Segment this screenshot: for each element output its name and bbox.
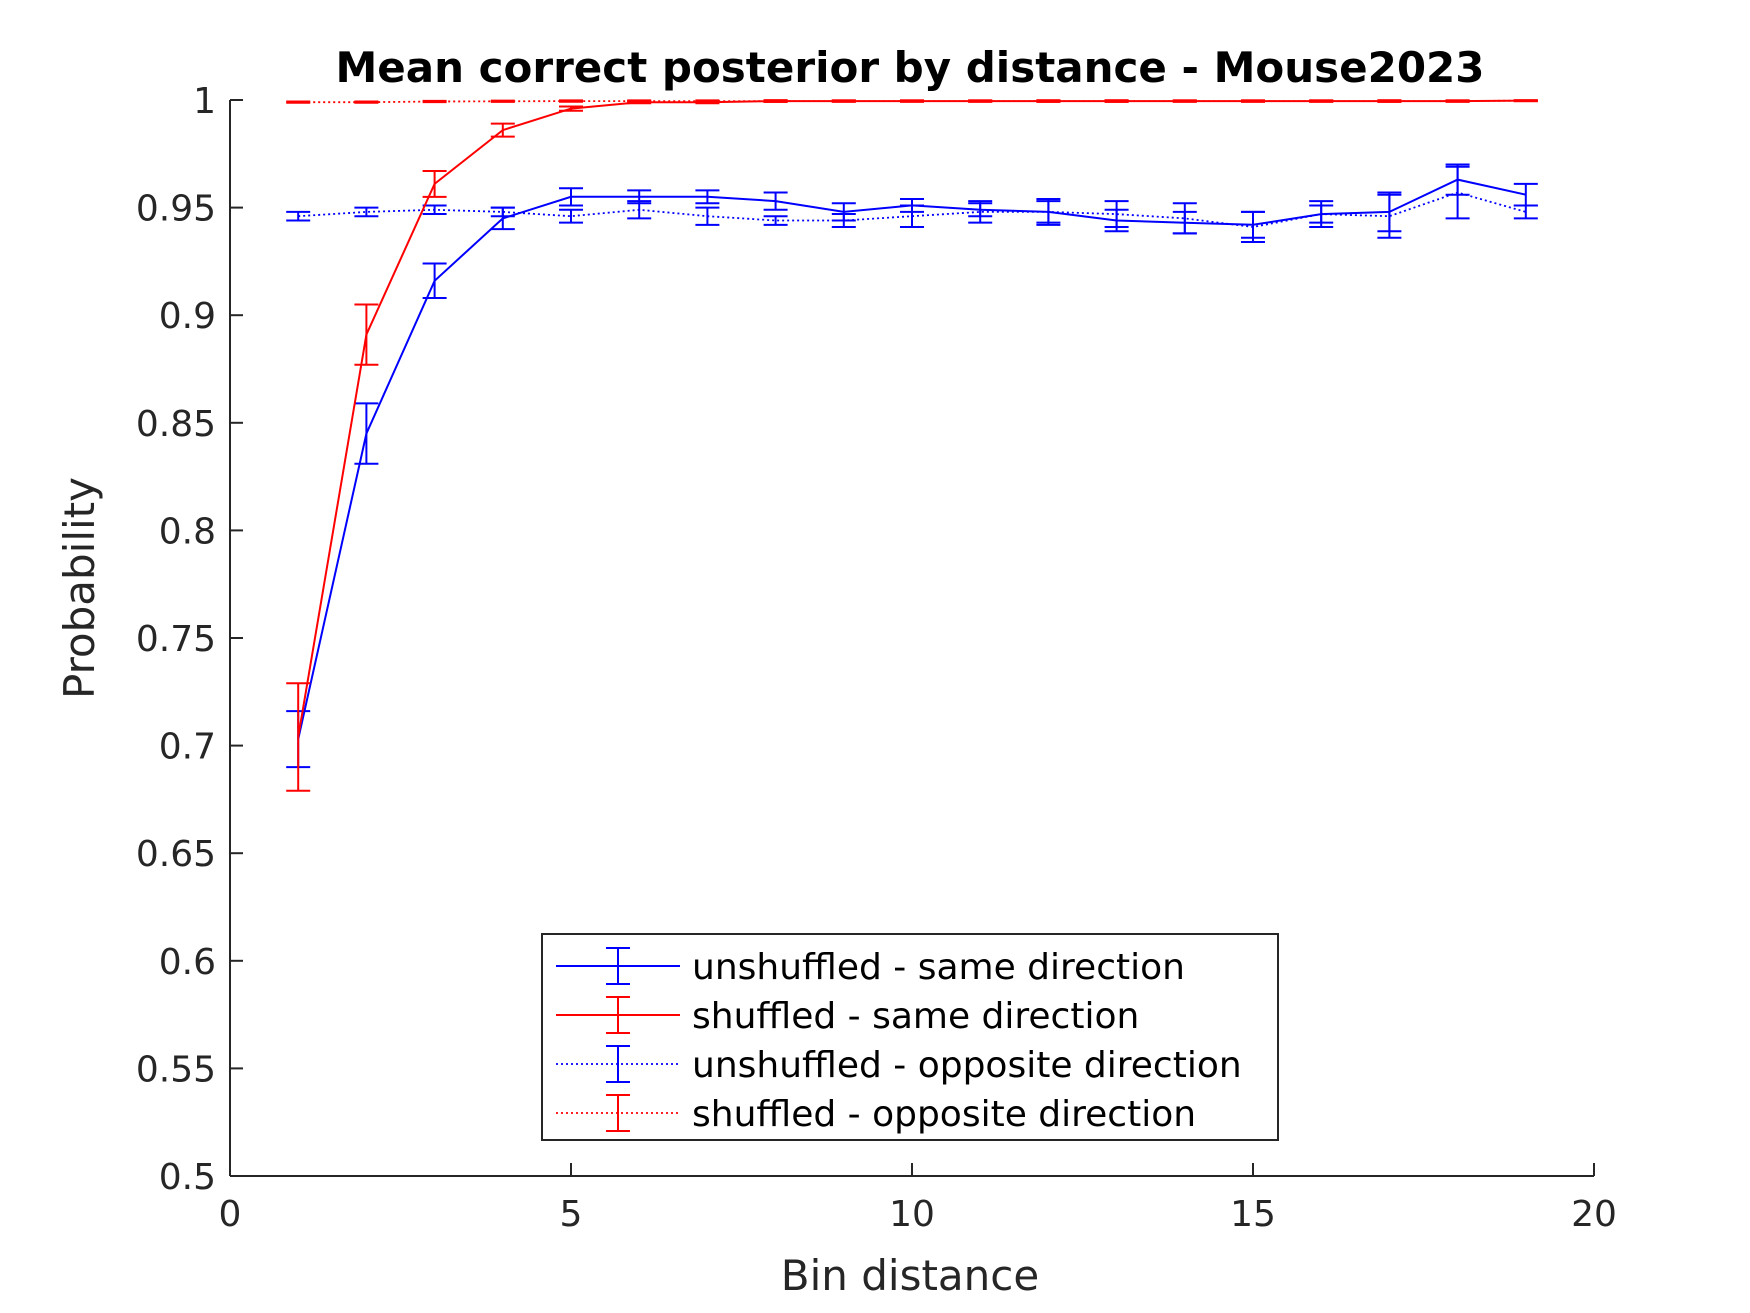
y-tick-label: 0.65: [136, 834, 216, 875]
error-bar: [1241, 210, 1265, 239]
error-bar: [1036, 99, 1061, 103]
x-tick-label: 10: [889, 1194, 935, 1235]
y-tick-label: 0.75: [136, 619, 216, 660]
error-bar: [559, 105, 583, 112]
error-bar: [627, 189, 652, 205]
y-tick-label: 0.9: [159, 296, 216, 337]
error-bar: [559, 187, 583, 207]
y-tick-label: 0.7: [159, 727, 216, 768]
error-bar: [900, 197, 924, 213]
error-bar: [1036, 197, 1061, 226]
legend-box: [541, 933, 1279, 1141]
error-bar: [1309, 204, 1334, 224]
error-bar: [1513, 99, 1538, 103]
error-bar: [422, 204, 447, 216]
error-bar: [1104, 208, 1129, 233]
error-bar: [695, 100, 720, 105]
error-bar: [968, 99, 993, 103]
legend-label: shuffled - same direction: [692, 996, 1139, 1037]
error-bar: [831, 202, 856, 222]
axes-layer: 0 5 10 15 20 0.5 0.55 0.6 0.65 0.7 0.75 0.8 0.85 0.9 0…: [136, 81, 1617, 1235]
y-tick-label: 0.6: [159, 942, 216, 983]
legend-label: unshuffled - opposite direction: [692, 1045, 1242, 1086]
x-tick-label: 0: [219, 1194, 242, 1235]
error-bar: [490, 206, 515, 231]
error-bar: [695, 189, 720, 205]
y-tick-label: 0.55: [136, 1049, 216, 1090]
legend-item: unshuffled - same direction: [556, 947, 1185, 988]
series-group: [286, 99, 1538, 792]
chart-title: Mean correct posterior by distance - Mou…: [335, 43, 1484, 92]
error-bar: [1241, 99, 1265, 103]
error-bar: [627, 100, 652, 105]
error-bar: [1172, 99, 1197, 103]
error-bar: [1172, 210, 1197, 235]
legend-label: unshuffled - same direction: [692, 947, 1185, 988]
error-bar: [354, 402, 379, 465]
y-tick-label: 0.5: [159, 1157, 216, 1198]
y-axis-label: Probability: [55, 477, 104, 699]
x-axis-label: Bin distance: [781, 1251, 1039, 1300]
error-bar: [286, 682, 311, 792]
error-bar: [354, 100, 379, 104]
legend: unshuffled - same direction shuffled - sa…: [541, 933, 1279, 1141]
x-tick-label: 20: [1571, 1194, 1617, 1235]
error-bar: [1377, 99, 1402, 103]
error-bar: [422, 262, 447, 299]
error-bar: [763, 191, 788, 211]
error-bar: [900, 99, 924, 103]
x-tick-label: 5: [560, 1194, 583, 1235]
error-bar: [1445, 163, 1470, 196]
error-bar: [422, 99, 447, 104]
y-tick-label: 1: [193, 81, 216, 122]
legend-item: shuffled - opposite direction: [556, 1094, 1196, 1135]
error-bar: [490, 99, 515, 103]
error-bar: [968, 202, 993, 218]
error-bar: [354, 206, 379, 218]
x-tick-label: 15: [1230, 1194, 1276, 1235]
error-bar: [286, 210, 311, 222]
error-bar: [831, 99, 856, 103]
error-bar: [763, 99, 788, 103]
error-bar: [1445, 99, 1470, 103]
legend-item: shuffled - same direction: [556, 996, 1139, 1037]
error-bar: [695, 206, 720, 226]
error-bar: [490, 122, 515, 138]
error-bar: [763, 215, 788, 226]
error-bar: [1513, 182, 1538, 207]
y-tick-label: 0.85: [136, 404, 216, 445]
error-bar: [1309, 99, 1334, 103]
error-bar: [286, 100, 311, 104]
legend-label: shuffled - opposite direction: [692, 1094, 1196, 1135]
legend-item: unshuffled - opposite direction: [556, 1045, 1242, 1086]
error-bar: [559, 208, 583, 224]
series-layer: [286, 99, 1538, 792]
error-bar: [422, 170, 447, 198]
error-bar: [1377, 191, 1402, 233]
y-tick-label: 0.8: [159, 511, 216, 552]
error-bar: [354, 303, 379, 366]
error-bar: [559, 99, 583, 103]
error-bar: [1104, 99, 1129, 103]
y-tick-label: 0.95: [136, 189, 216, 230]
